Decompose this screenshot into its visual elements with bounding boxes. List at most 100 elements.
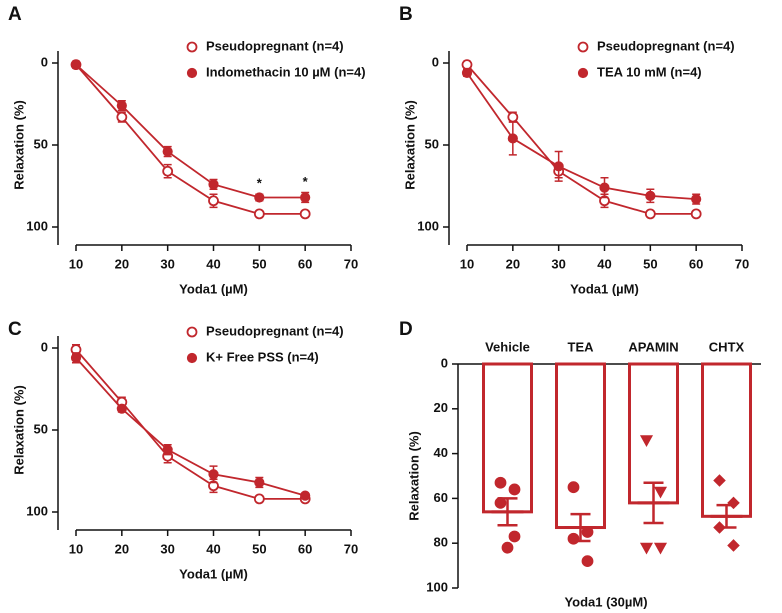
panel: D 0 20 40 60 80 100 Yoda1 (30µM) Relaxation (%) V…	[399, 319, 761, 609]
y-tick-label: 80	[434, 535, 448, 550]
x-tick-label: 20	[506, 256, 520, 271]
marker	[299, 208, 311, 220]
x-axis-label: Yoda1 (30µM)	[564, 594, 647, 609]
panel-label: D	[399, 319, 413, 340]
x-tick-label: 50	[252, 256, 266, 271]
x-tick-label: 60	[689, 256, 703, 271]
y-tick-label: 0	[432, 54, 439, 69]
marker	[567, 532, 580, 545]
marker	[461, 67, 473, 78]
marker	[162, 165, 174, 177]
marker	[494, 476, 507, 489]
y-tick-label: 0	[441, 355, 448, 370]
y-axis-label: Relaxation (%)	[406, 431, 421, 521]
y-tick-label: 50	[34, 136, 48, 151]
panel-label: A	[8, 4, 22, 25]
series-line	[466, 64, 697, 215]
series-line	[75, 63, 306, 199]
marker	[116, 111, 128, 123]
y-axis-label: Relaxation (%)	[11, 100, 26, 190]
marker	[116, 403, 127, 414]
x-tick-label: 60	[298, 256, 312, 271]
y-tick-label: 100	[26, 218, 48, 233]
axes	[457, 363, 761, 588]
y-tick-label: 20	[434, 400, 448, 415]
panel: C 0 50 100 10 20 30 40 50 60 70 Yoda1 (µM) Relaxatio…	[8, 319, 358, 581]
x-tick-label: 10	[460, 256, 474, 271]
y-tick-label: 50	[34, 421, 48, 436]
y-tick-label: 40	[434, 445, 448, 460]
x-tick-label: 40	[206, 541, 220, 556]
y-tick-label: 0	[41, 54, 48, 69]
marker	[553, 161, 564, 172]
x-tick-label: 10	[69, 256, 83, 271]
y-tick-label: 0	[41, 339, 48, 354]
marker	[208, 469, 219, 480]
legend-marker	[577, 41, 589, 53]
marker	[727, 496, 740, 510]
marker	[653, 542, 668, 555]
legend-label: Indomethacin 10 µM (n=4)	[206, 64, 366, 79]
series-line	[75, 64, 306, 215]
series-line	[75, 349, 306, 500]
legend-label: TEA 10 mM (n=4)	[597, 64, 702, 79]
marker	[254, 477, 265, 488]
y-tick-label: 60	[434, 490, 448, 505]
marker	[70, 59, 82, 70]
marker	[300, 192, 311, 203]
y-tick-label: 50	[425, 136, 439, 151]
marker	[253, 208, 265, 220]
x-tick-label: 50	[643, 256, 657, 271]
marker	[300, 490, 311, 501]
annotation: *	[303, 174, 309, 189]
x-axis-label: Yoda1 (µM)	[179, 566, 248, 581]
marker	[581, 555, 594, 568]
marker	[494, 496, 507, 509]
marker	[208, 179, 219, 190]
x-tick-label: 70	[344, 256, 358, 271]
legend-label: Pseudopregnant (n=4)	[206, 38, 344, 53]
marker	[508, 530, 521, 543]
annotation: *	[257, 176, 263, 191]
y-tick-label: 100	[426, 579, 448, 594]
panel: B 0 50 100 10 20 30 40 50 60 70 Yoda1 (µM) Relaxatio…	[399, 4, 749, 296]
marker	[713, 474, 726, 487]
legend-marker	[186, 326, 198, 338]
marker	[254, 192, 265, 203]
category-label: Vehicle	[485, 339, 530, 354]
marker	[644, 208, 656, 220]
marker	[691, 194, 702, 205]
marker	[690, 208, 702, 220]
marker	[162, 444, 173, 455]
panel-label: C	[8, 319, 22, 340]
legend-label: K+ Free PSS (n=4)	[206, 349, 319, 364]
marker	[727, 539, 740, 552]
x-tick-label: 30	[551, 256, 565, 271]
x-tick-label: 30	[160, 256, 174, 271]
legend-marker	[186, 67, 198, 79]
category-label: APAMIN	[628, 339, 678, 354]
marker	[599, 182, 610, 193]
x-tick-label: 40	[206, 256, 220, 271]
marker	[653, 486, 668, 499]
marker	[162, 146, 173, 157]
marker	[70, 352, 82, 363]
marker	[713, 521, 726, 534]
x-tick-label: 50	[252, 541, 266, 556]
x-axis-label: Yoda1 (µM)	[570, 281, 639, 296]
x-tick-label: 70	[344, 541, 358, 556]
x-tick-label: 20	[115, 256, 129, 271]
series-line	[75, 357, 306, 497]
series-line	[466, 72, 697, 201]
category-label: CHTX	[709, 339, 745, 354]
marker	[116, 100, 127, 111]
x-tick-label: 30	[160, 541, 174, 556]
marker	[507, 133, 518, 144]
bar	[701, 362, 752, 518]
bar	[482, 362, 533, 514]
marker	[507, 111, 519, 123]
marker	[208, 195, 219, 207]
marker	[639, 542, 654, 555]
x-tick-label: 70	[735, 256, 749, 271]
